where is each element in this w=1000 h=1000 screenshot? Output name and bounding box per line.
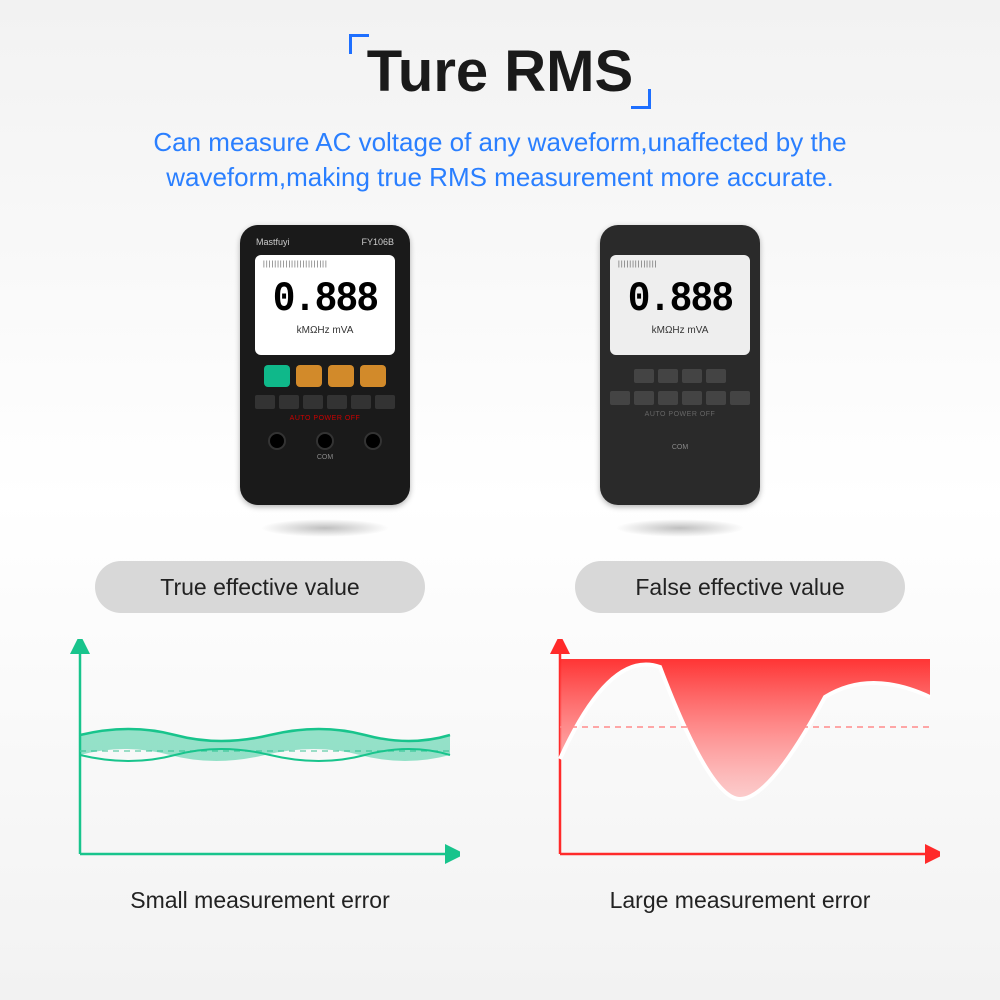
multimeter-right: |||||||||||||| 0.888 kMΩHz mVA AUTO POWE… [600,225,760,505]
button-row-secondary [255,395,395,409]
screen-digits: 0.888 [628,275,732,323]
device-left-col: Mastfuyi FY106B ||||||||||||||||||||||| … [240,225,410,537]
brand-label: Mastfuyi [256,237,290,247]
chart-false-rms [540,639,940,869]
device-screen: |||||||||||||| 0.888 kMΩHz mVA [610,255,750,355]
button-row-tertiary [610,391,750,405]
title-text: Ture RMS [367,39,633,104]
screen-scale-bar: ||||||||||||||||||||||| [263,261,387,271]
mode-button-1 [296,365,322,387]
mini-button [682,391,702,405]
mini-button [658,369,678,383]
model-label [741,237,744,247]
chart-left-col: Small measurement error [60,639,460,914]
auto-off-label: AUTO POWER OFF [290,415,361,422]
screen-units: kMΩHz mVA [297,325,354,336]
port-com-label: COM [672,444,688,451]
ports-row [268,432,382,450]
device-right-col: |||||||||||||| 0.888 kMΩHz mVA AUTO POWE… [600,225,760,537]
mini-button [255,395,275,409]
device-shadow [615,519,745,537]
mini-button [730,391,750,405]
pill-false-value: False effective value [575,561,905,613]
chart-caption-left: Small measurement error [130,887,389,914]
multimeter-left: Mastfuyi FY106B ||||||||||||||||||||||| … [240,225,410,505]
mode-button-3 [360,365,386,387]
screen-units: kMΩHz mVA [652,325,709,336]
bracket-bottom-right-icon [631,89,651,109]
screen-digits: 0.888 [273,275,377,323]
screen-ticks: |||||||||||||| [618,261,742,268]
mini-button [375,395,395,409]
device-brand-row: Mastfuyi FY106B [250,235,400,249]
mini-button [658,391,678,405]
main-title: Ture RMS [367,38,633,105]
chart-true-rms [60,639,460,869]
auto-off-label: AUTO POWER OFF [645,411,716,418]
bracket-top-left-icon [349,34,369,54]
device-screen: ||||||||||||||||||||||| 0.888 kMΩHz mVA [255,255,395,355]
pill-true-value: True effective value [95,561,425,613]
mini-button [610,391,630,405]
button-row-secondary [634,369,726,383]
mini-button [634,369,654,383]
mini-button [682,369,702,383]
mini-button [634,391,654,405]
port-right [364,432,382,450]
mode-button-2 [328,365,354,387]
device-shadow [260,519,390,537]
screen-ticks: ||||||||||||||||||||||| [263,261,387,268]
device-brand-row [610,235,750,249]
port-center [316,432,334,450]
mini-button [303,395,323,409]
subtitle-text: Can measure AC voltage of any waveform,u… [0,125,1000,195]
charts-row: Small measurement error [0,639,1000,914]
mini-button [351,395,371,409]
mini-button [279,395,299,409]
button-row-primary [264,365,386,387]
screen-scale-bar: |||||||||||||| [618,261,742,271]
port-left [268,432,286,450]
pills-row: True effective value False effective val… [0,561,1000,613]
model-label: FY106B [361,237,394,247]
power-button [264,365,290,387]
chart-caption-right: Large measurement error [610,887,871,914]
mini-button [706,391,726,405]
mini-button [327,395,347,409]
mini-button [706,369,726,383]
chart-right-col: Large measurement error [540,639,940,914]
title-section: Ture RMS [0,0,1000,105]
brand-label [616,237,619,247]
devices-row: Mastfuyi FY106B ||||||||||||||||||||||| … [0,225,1000,537]
port-com-label: COM [317,454,333,461]
